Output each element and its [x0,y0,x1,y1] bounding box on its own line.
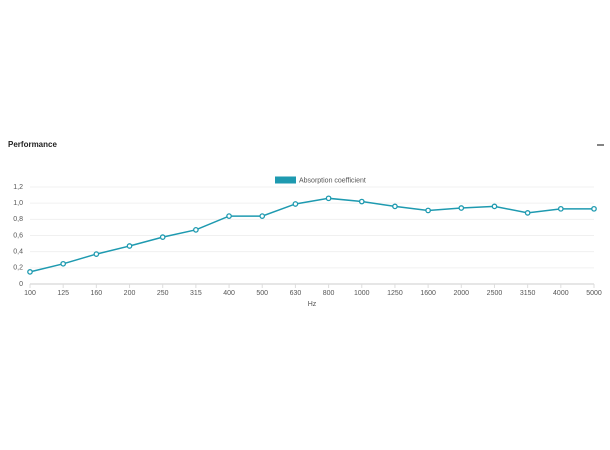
x-tick-label: 125 [57,290,69,297]
data-line [29,197,594,273]
y-tick-label: 0,8 [13,216,23,223]
data-point [93,251,100,257]
x-tick-label: 400 [223,290,235,297]
section-title: Performance [8,140,57,149]
x-tick-label: 630 [290,290,302,297]
x-tick-label: 250 [157,290,169,297]
data-point [126,243,133,249]
x-tick-label: 2500 [487,290,503,297]
x-axis-label: Hz [308,301,317,308]
data-point [524,210,531,216]
data-point [491,203,498,210]
data-point [591,205,597,212]
data-point [458,205,465,211]
y-tick-label: 1,0 [13,200,23,207]
data-point [27,269,33,275]
x-tick-label: 200 [124,290,136,297]
y-tick-label: 0,2 [13,265,23,272]
data-point [159,234,166,240]
x-tick-label: 1600 [420,290,436,297]
data-point [358,198,365,205]
legend-swatch [275,176,296,184]
x-tick-label: 2000 [454,290,470,297]
x-tick-label: 100 [24,290,36,297]
x-tick-label: 1250 [387,290,403,297]
data-point [557,205,564,212]
y-tick-label: 0,4 [13,249,23,256]
x-tick-label: 4000 [553,290,569,297]
x-tick-label: 500 [256,290,268,297]
x-tick-label: 3150 [520,290,536,297]
data-point [325,195,332,202]
data-point [392,203,398,210]
x-tick-label: 5000 [586,290,602,297]
data-point [259,213,266,219]
x-tick-label: 1000 [354,290,370,297]
x-tick-label: 800 [323,290,335,297]
data-point [425,207,431,214]
x-tick-label: 160 [91,290,103,297]
y-tick-label: 0,6 [13,232,23,239]
data-point [226,213,232,219]
data-point [193,226,199,233]
data-point [60,260,67,267]
legend-label: Absorption coefficient [299,177,366,184]
y-tick-label: 0 [19,281,23,288]
x-tick-label: 315 [190,290,202,297]
y-tick-label: 1,2 [13,184,23,191]
data-point [292,201,299,207]
